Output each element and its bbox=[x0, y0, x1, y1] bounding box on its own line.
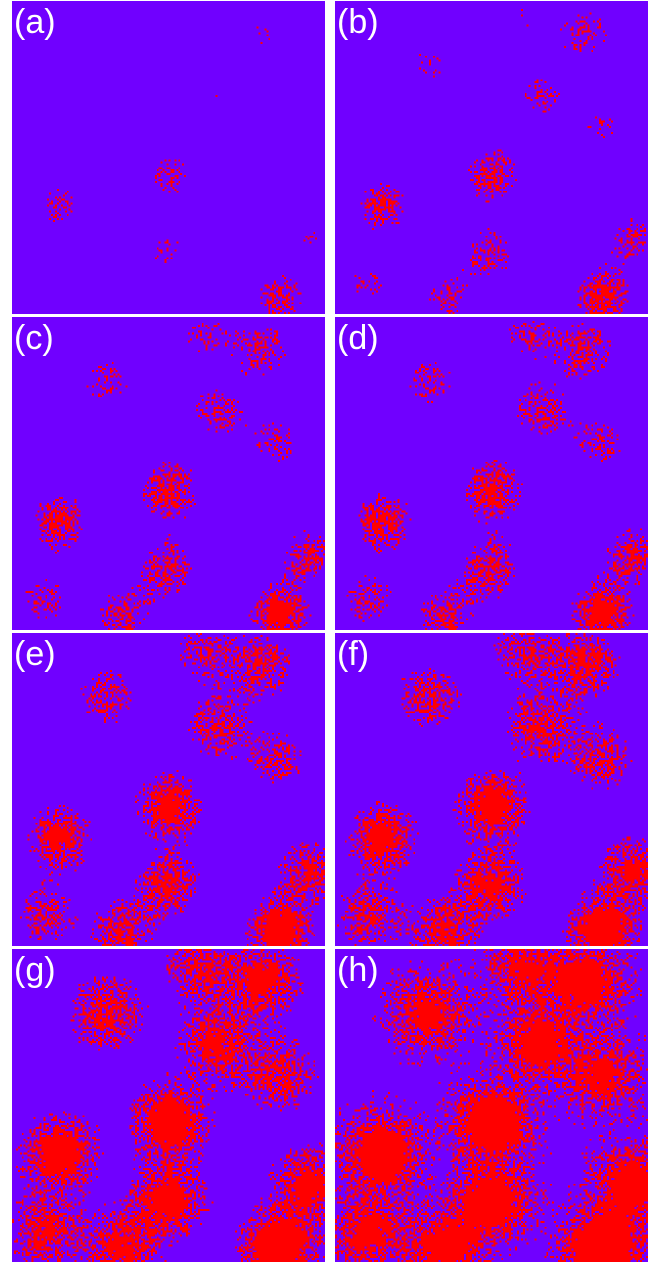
panel-label-g: (g) bbox=[14, 951, 56, 989]
lattice-map-d bbox=[335, 317, 648, 630]
panel-d: (d) bbox=[335, 317, 648, 630]
panel-label-f: (f) bbox=[337, 635, 370, 673]
panel-label-e: (e) bbox=[14, 635, 56, 673]
panel-f: (f) bbox=[335, 633, 648, 946]
lattice-map-e bbox=[12, 633, 325, 946]
panel-label-b: (b) bbox=[337, 3, 379, 41]
panel-label-c: (c) bbox=[14, 319, 54, 357]
panel-c: (c) bbox=[12, 317, 325, 630]
panel-a: (a) bbox=[12, 1, 325, 314]
panel-label-d: (d) bbox=[337, 319, 379, 357]
panel-label-h: (h) bbox=[337, 951, 379, 989]
lattice-map-h bbox=[335, 949, 648, 1262]
panel-b: (b) bbox=[335, 1, 648, 314]
lattice-map-a bbox=[12, 1, 325, 314]
panel-h: (h) bbox=[335, 949, 648, 1262]
panel-e: (e) bbox=[12, 633, 325, 946]
lattice-map-f bbox=[335, 633, 648, 946]
panel-g: (g) bbox=[12, 949, 325, 1262]
lattice-map-c bbox=[12, 317, 325, 630]
panel-label-a: (a) bbox=[14, 3, 56, 41]
lattice-map-g bbox=[12, 949, 325, 1262]
lattice-map-b bbox=[335, 1, 648, 314]
